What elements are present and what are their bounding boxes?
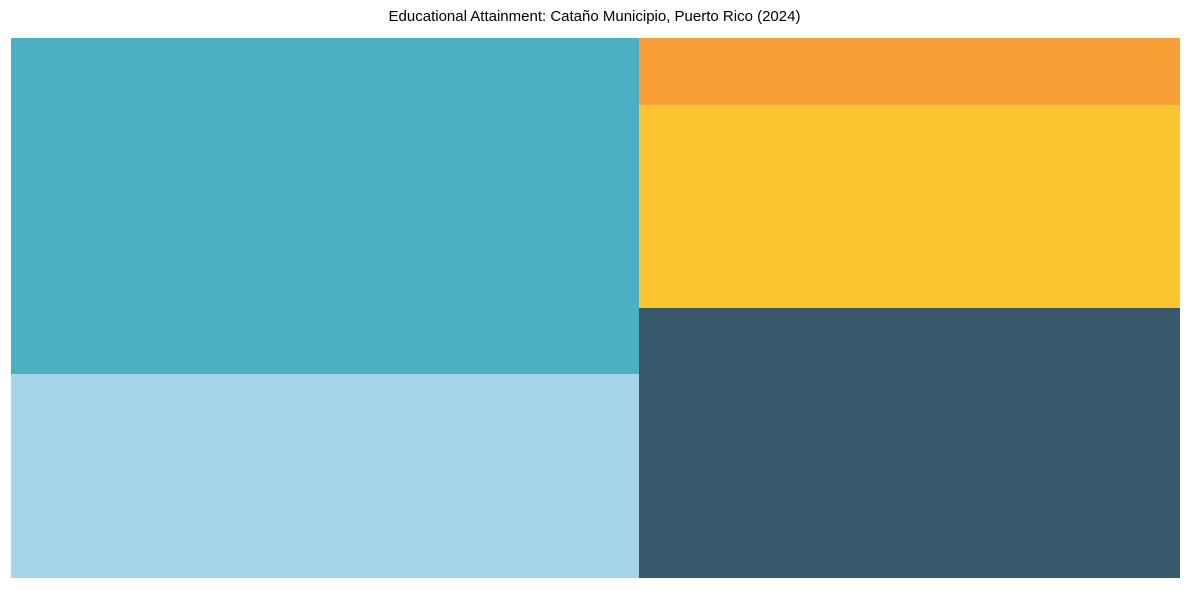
treemap-column-right [638, 38, 1180, 578]
treemap-tile-yellow[interactable] [638, 105, 1180, 308]
treemap-tile-light-blue[interactable] [11, 373, 639, 578]
treemap-tile-dark-slate[interactable] [638, 307, 1180, 578]
treemap-tile-teal[interactable] [11, 38, 639, 374]
treemap-tile-orange[interactable] [638, 38, 1180, 105]
treemap-column-left [11, 38, 639, 578]
chart-title: Educational Attainment: Cataño Municipio… [388, 8, 801, 25]
treemap-chart [11, 38, 1180, 578]
